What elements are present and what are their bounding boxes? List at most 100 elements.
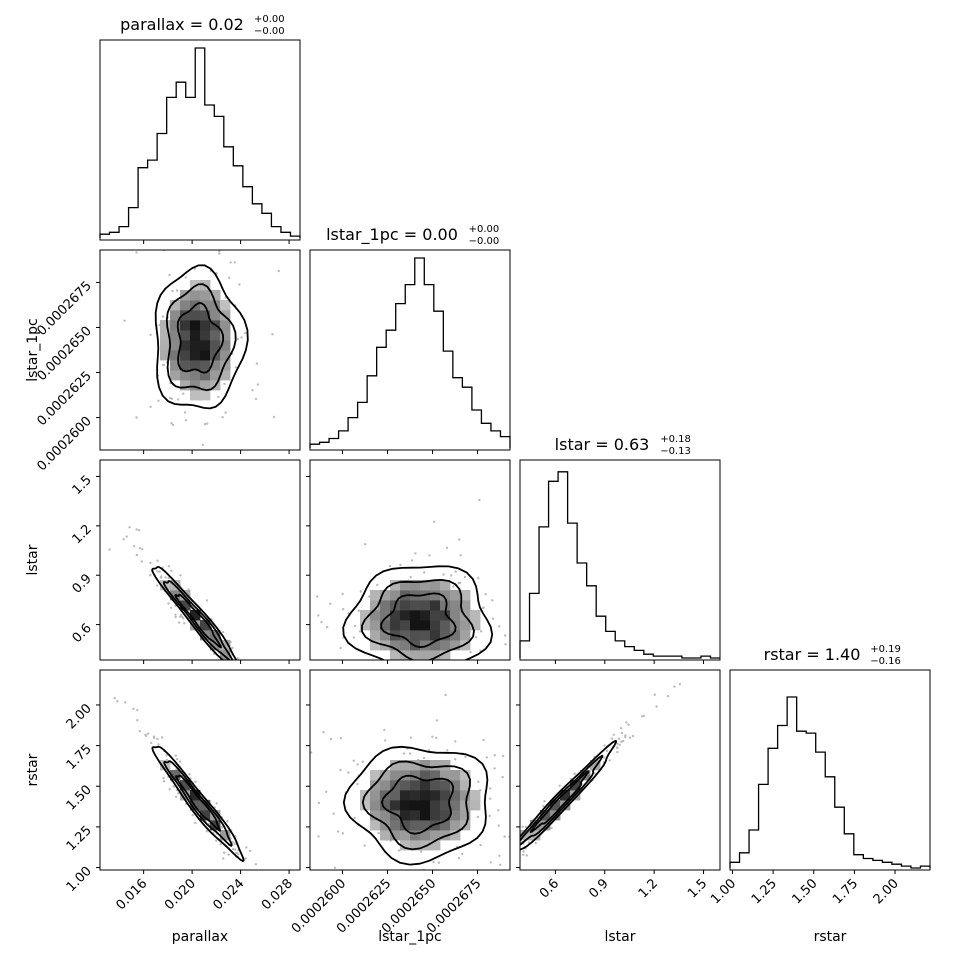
density-cell — [440, 630, 451, 641]
density-cell — [200, 810, 211, 821]
sample-point — [116, 700, 119, 703]
sample-point — [221, 630, 225, 634]
x-tick-label: 0.020 — [162, 876, 199, 913]
sample-point — [627, 723, 630, 726]
contour-line — [342, 565, 494, 660]
sample-point — [231, 646, 234, 650]
sample-point — [444, 693, 447, 697]
sample-point — [159, 576, 163, 579]
sample-point — [171, 289, 174, 293]
sample-point — [233, 842, 237, 845]
sample-point — [205, 830, 208, 833]
title-lower-error: −0.16 — [870, 656, 901, 667]
sample-point — [183, 411, 187, 414]
sample-point — [217, 395, 220, 399]
sample-point — [332, 812, 335, 815]
density-cell — [410, 820, 421, 831]
sample-point — [243, 666, 245, 668]
sample-point — [156, 559, 159, 562]
scatter-panel-lstar-vs-lstar_1pc — [309, 459, 536, 669]
sample-point — [493, 767, 496, 770]
density-cell — [210, 820, 221, 831]
sample-point — [534, 613, 536, 615]
density-cell — [420, 770, 431, 781]
density-cell — [420, 650, 431, 660]
density-cell — [460, 630, 471, 641]
density-cell — [190, 370, 201, 381]
density-cell — [210, 330, 221, 341]
sample-point — [491, 599, 494, 602]
sample-point — [341, 832, 345, 835]
density-cell — [190, 310, 201, 321]
density-cell — [190, 330, 201, 341]
density-cell — [450, 770, 461, 781]
panel-frame — [309, 249, 511, 451]
sample-point — [602, 756, 606, 759]
sample-point — [227, 853, 230, 856]
sample-point — [610, 737, 614, 740]
density-cell — [210, 370, 221, 381]
sample-point — [655, 705, 658, 708]
sample-point — [174, 613, 177, 616]
x-axis-label-parallax: parallax — [172, 929, 228, 945]
sample-point — [461, 667, 463, 669]
panel-content — [123, 189, 280, 447]
sample-point — [339, 646, 342, 650]
sample-point — [364, 543, 367, 546]
sample-point — [620, 731, 624, 735]
y-tick-label: 1.75 — [64, 742, 95, 773]
density-cell — [410, 800, 421, 811]
sample-point — [130, 189, 132, 191]
sample-point — [160, 736, 164, 739]
sample-point — [397, 849, 401, 852]
panel-frame — [309, 669, 511, 871]
density-cell — [440, 620, 451, 631]
sample-point — [491, 617, 495, 620]
density-cell — [420, 610, 431, 621]
sample-point — [206, 247, 208, 249]
density-cell — [460, 590, 471, 601]
y-tick-label: 0.9 — [70, 571, 95, 596]
panel-frame — [519, 459, 721, 661]
density-cell — [410, 600, 421, 611]
sample-point — [357, 609, 361, 612]
density-cell — [430, 780, 441, 791]
density-cell — [430, 810, 441, 821]
density-cell — [190, 340, 201, 351]
sample-point — [240, 674, 242, 676]
sample-point — [57, 478, 59, 480]
sample-point — [260, 686, 262, 688]
density-cell — [220, 330, 231, 341]
sample-point — [172, 785, 176, 788]
sample-point — [193, 267, 196, 271]
sample-point — [183, 622, 186, 625]
density-cell — [170, 320, 181, 331]
sample-point — [169, 606, 173, 609]
contour-line — [176, 302, 225, 374]
histogram-panel-rstar: rstar = 1.40 +0.19−0.16 — [729, 644, 931, 871]
density-cell — [450, 630, 461, 641]
sample-point — [452, 585, 455, 588]
sample-point — [489, 797, 492, 800]
density-cell — [410, 790, 421, 801]
sample-point — [388, 564, 392, 568]
density-cell — [370, 800, 381, 811]
contour-line — [342, 745, 489, 866]
sample-point — [543, 800, 546, 803]
density-cell — [220, 640, 231, 651]
sample-point — [254, 863, 257, 866]
sample-point — [221, 826, 224, 829]
sample-point — [178, 760, 182, 763]
sample-point — [235, 666, 237, 668]
density-cell — [360, 610, 371, 621]
sample-point — [445, 546, 449, 549]
sample-point — [504, 850, 506, 852]
density-cell — [370, 610, 381, 621]
sample-point — [502, 867, 504, 869]
sample-point — [435, 719, 439, 722]
sample-point — [168, 273, 171, 277]
sample-point — [535, 757, 537, 759]
density-cell — [440, 810, 451, 821]
density-cell — [410, 840, 421, 851]
